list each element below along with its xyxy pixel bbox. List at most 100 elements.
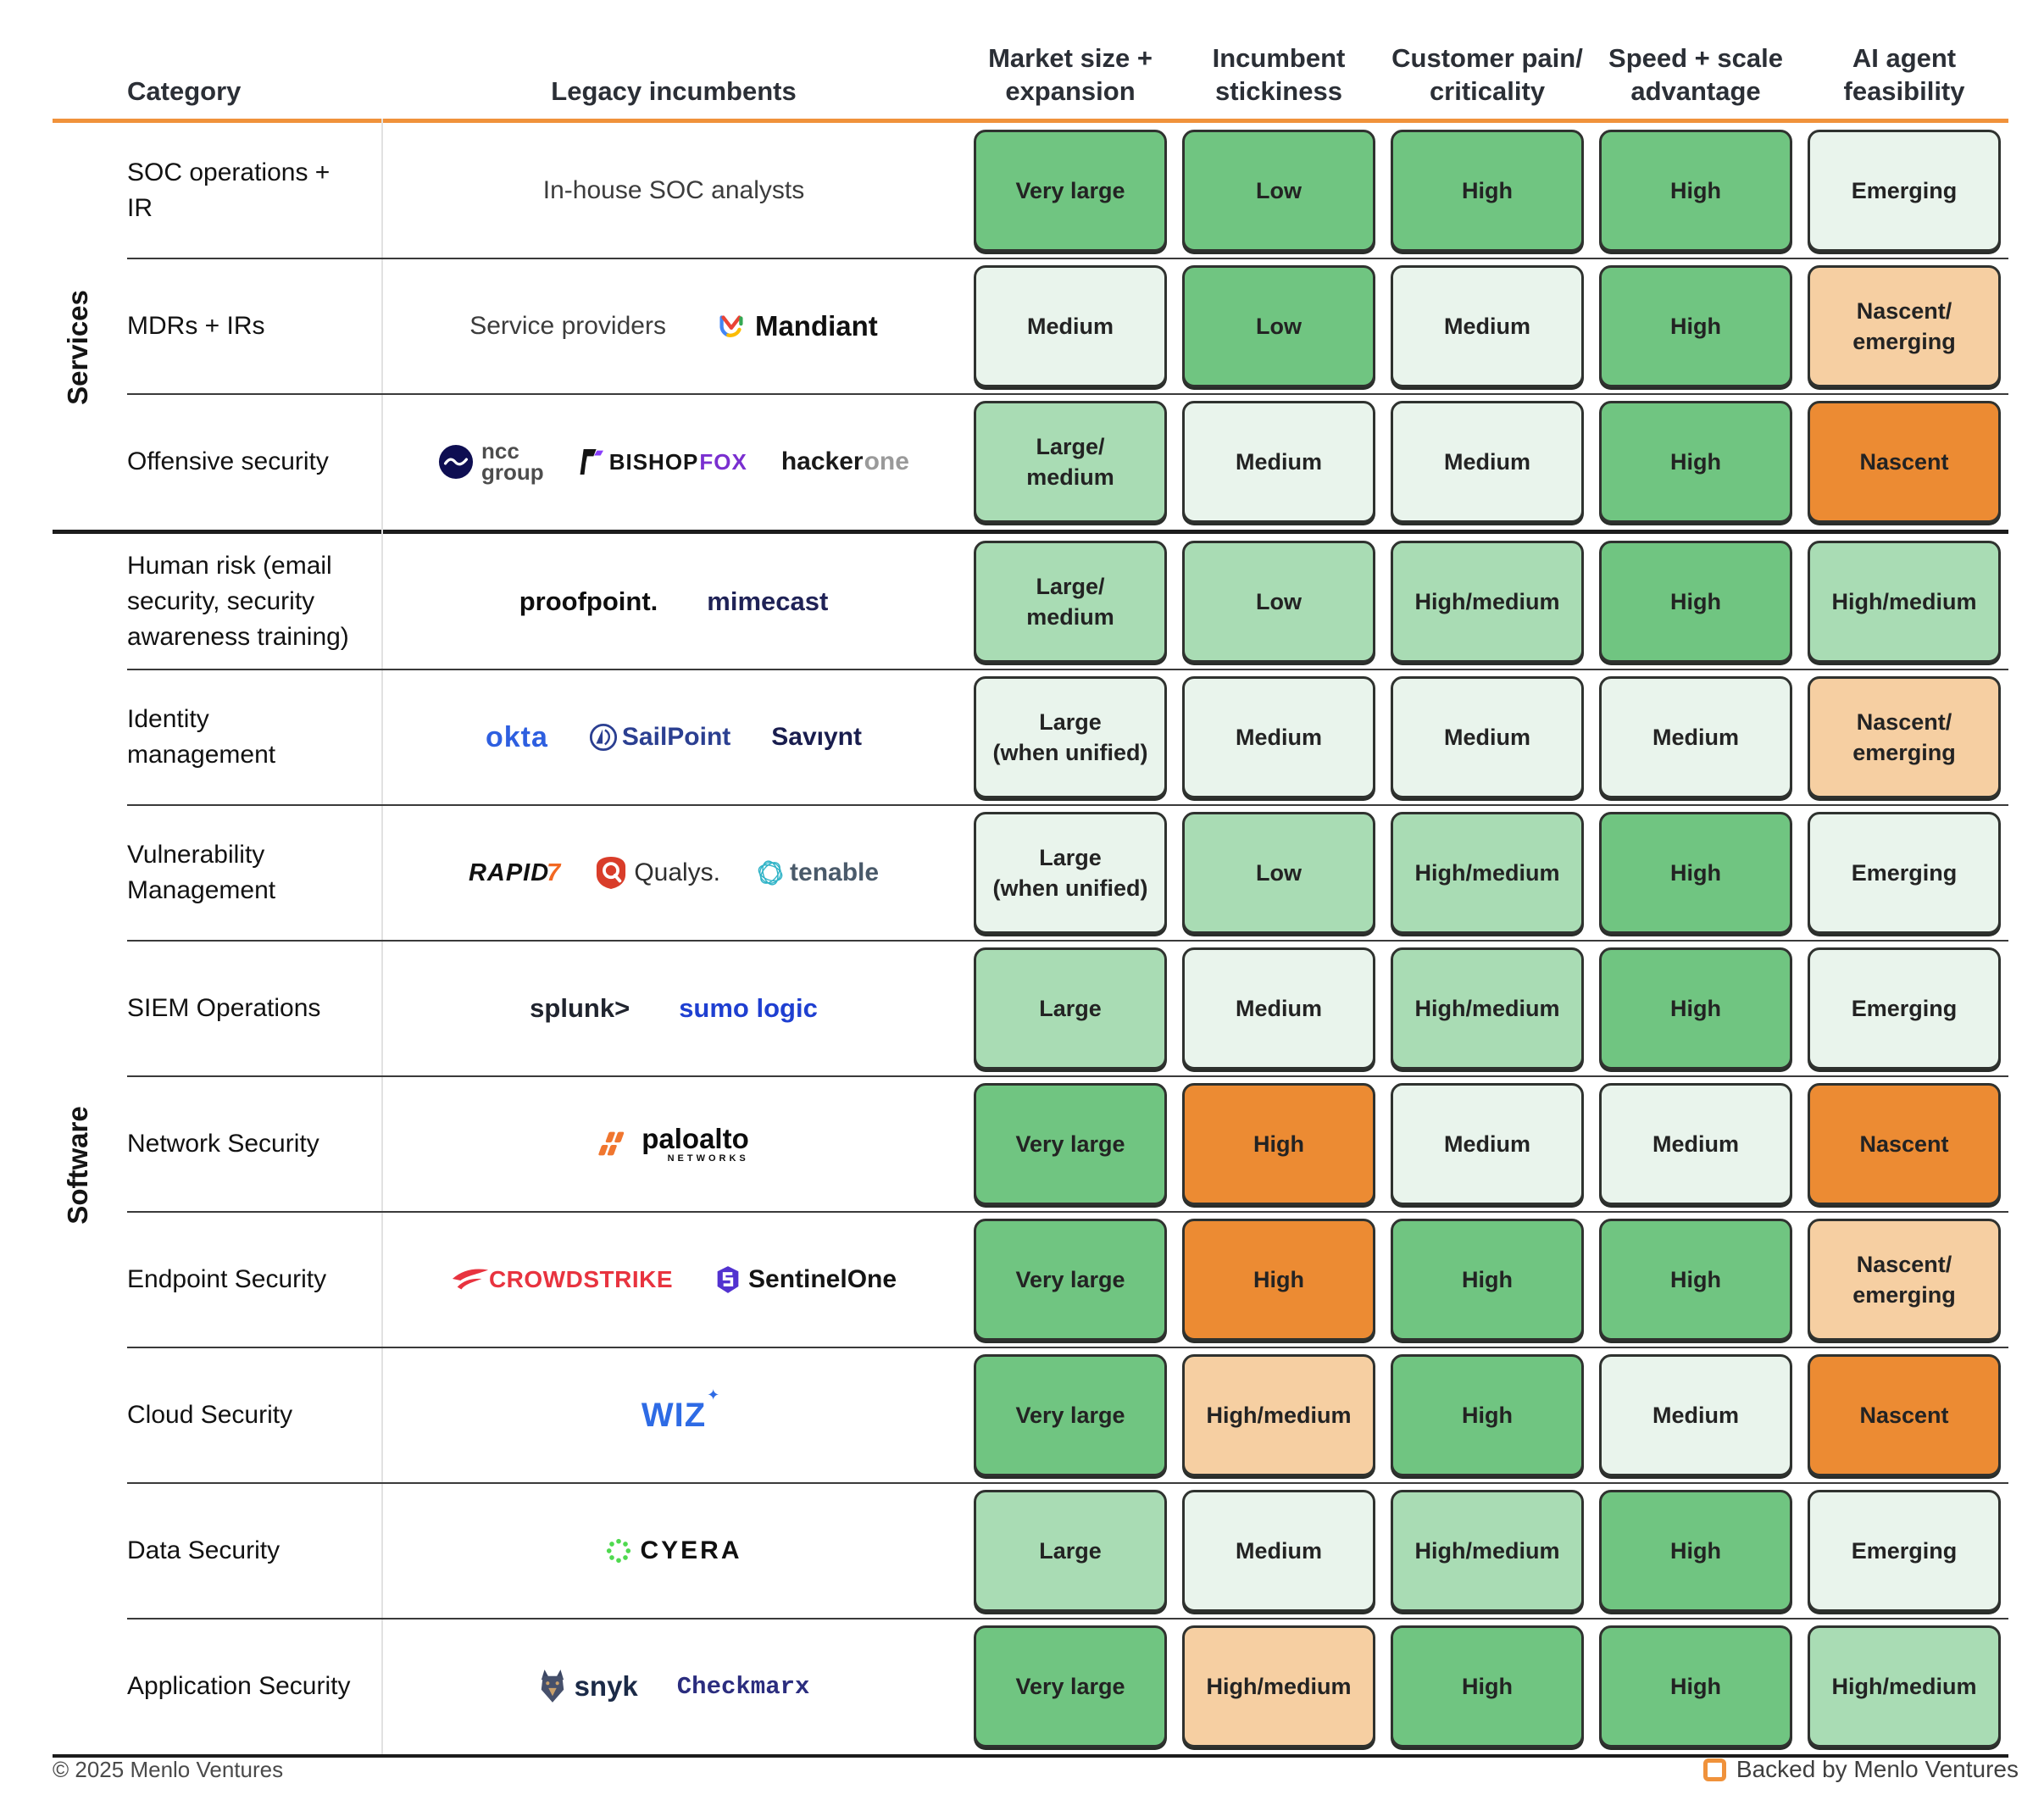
- rating-badge: Emerging: [1808, 947, 2001, 1069]
- category-label: MDRs + IRs: [127, 312, 265, 340]
- wiz-sparkle-icon: ✦: [707, 1386, 720, 1403]
- rating-badge: Medium: [1391, 401, 1584, 523]
- category-label: SOC operations + IR: [127, 158, 330, 222]
- table-row: Offensive security ncc group BISHOP FOX: [53, 393, 2008, 530]
- rating-badge: High/medium: [1182, 1354, 1375, 1476]
- sentinelone-wordmark: SentinelOne: [748, 1265, 897, 1293]
- rating-badge: High: [1599, 401, 1792, 523]
- rating-badge: High/medium: [1391, 947, 1584, 1069]
- landscape-table: Category Legacy incumbents Market size +…: [53, 24, 2008, 1758]
- incumbents-cell: okta SailPoint Savıynt: [381, 721, 966, 754]
- incumbents-cell: paloalto NETWORKS: [381, 1125, 966, 1164]
- table-row: SOC operations + IR In-house SOC analyst…: [53, 123, 2008, 258]
- rating-badge: Very large: [974, 1219, 1167, 1341]
- rating-badge: High: [1391, 1219, 1584, 1341]
- rating-badge: High: [1599, 812, 1792, 934]
- category-label: Identity management: [127, 705, 276, 769]
- rating-badge: High: [1182, 1219, 1375, 1341]
- cyera-wordmark: CYERA: [640, 1536, 742, 1564]
- rating-badge: Medium: [1182, 676, 1375, 798]
- backed-by-text: Backed by Menlo Ventures: [1736, 1756, 2019, 1782]
- rating-badge: High: [1599, 1490, 1792, 1612]
- rating-badge: High/medium: [1391, 812, 1584, 934]
- okta-logo: okta: [486, 720, 548, 753]
- rating-badge: Medium: [1182, 947, 1375, 1069]
- qualys-logo: Qualys.: [596, 856, 720, 890]
- rapid7-logo: RAPID 7: [468, 858, 561, 886]
- snyk-wordmark: snyk: [574, 1670, 638, 1702]
- footer: © 2025 Menlo Ventures Backed by Menlo Ve…: [53, 1756, 2019, 1783]
- header-customer-pain: Customer pain/ criticality: [1391, 42, 1583, 107]
- category-label: Network Security: [127, 1130, 319, 1158]
- rating-badge: High: [1391, 130, 1584, 252]
- table-row: Data Security CYERA Large Medium High/me…: [53, 1482, 2008, 1619]
- backed-by-badge: Backed by Menlo Ventures: [1702, 1756, 2019, 1783]
- incumbents-cell: CYERA: [381, 1536, 966, 1565]
- incumbents-cell: In-house SOC analysts: [381, 176, 966, 205]
- saviynt-logo: Savıynt: [771, 723, 862, 751]
- table-row: Human risk (email security, security awa…: [53, 534, 2008, 669]
- table-row: MDRs + IRs Service providers Mandiant Me…: [53, 258, 2008, 394]
- incumbents-cell: CROWDSTRIKE SentinelOne: [381, 1264, 966, 1295]
- incumbents-cell: RAPID 7 Qualys.: [381, 856, 966, 890]
- table-row: SIEM Operations splunk> sumo logic Large…: [53, 940, 2008, 1076]
- category-label: Cloud Security: [127, 1401, 293, 1429]
- category-label: Application Security: [127, 1672, 351, 1700]
- category-label: Vulnerability Management: [127, 841, 276, 904]
- rating-badge: High/medium: [1391, 541, 1584, 663]
- rating-badge: Nascent: [1808, 1083, 2001, 1205]
- bishop-fox-logo: BISHOP FOX: [578, 447, 747, 477]
- rating-badge: High: [1599, 947, 1792, 1069]
- rating-badge: Nascent: [1808, 401, 2001, 523]
- rapid7-wordmark: RAPID: [468, 858, 550, 886]
- category-label: SIEM Operations: [127, 994, 321, 1022]
- rating-badge: Emerging: [1808, 812, 2001, 934]
- menlo-square-icon: [1702, 1758, 1726, 1781]
- sentinelone-icon: [717, 1266, 739, 1293]
- rating-badge: Large (when unified): [974, 676, 1167, 798]
- rating-badge: Large: [974, 947, 1167, 1069]
- table-row: Vulnerability Management RAPID 7 Qualys.: [53, 804, 2008, 941]
- sailpoint-icon: [589, 723, 617, 752]
- rating-badge: Large/ medium: [974, 541, 1167, 663]
- tenable-wordmark: tenable: [790, 858, 880, 886]
- rating-badge: High: [1599, 130, 1792, 252]
- rating-badge: Medium: [1599, 1083, 1792, 1205]
- copyright-text: © 2025 Menlo Ventures: [53, 1756, 284, 1782]
- tenable-logo: tenable: [756, 858, 879, 887]
- rating-badge: High: [1599, 265, 1792, 387]
- splunk-logo: splunk>: [530, 993, 630, 1023]
- category-label: Offensive security: [127, 447, 329, 475]
- cyera-logo: CYERA: [605, 1536, 742, 1565]
- incumbents-cell: ncc group BISHOP FOX hacker one: [381, 438, 966, 485]
- rating-badge: High: [1599, 1625, 1792, 1747]
- qualys-wordmark: Qualys.: [634, 858, 721, 886]
- sailpoint-wordmark: SailPoint: [621, 723, 731, 751]
- category-label: Endpoint Security: [127, 1265, 327, 1293]
- incumbent-text: Service providers: [469, 312, 666, 340]
- ncc-group-wordmark: ncc group: [481, 438, 544, 485]
- table-header: Category Legacy incumbents Market size +…: [53, 24, 2008, 123]
- incumbent-text: In-house SOC analysts: [542, 176, 805, 204]
- incumbents-cell: Service providers Mandiant: [381, 310, 966, 342]
- rating-badge: High: [1391, 1625, 1584, 1747]
- mandiant-logo: Mandiant: [715, 310, 878, 342]
- wiz-logo: WIZ ✦: [642, 1386, 719, 1435]
- services-software-divider: [53, 530, 2008, 534]
- rating-badge: High/medium: [1391, 1490, 1584, 1612]
- bishop-fox-icon: [580, 449, 603, 475]
- mimecast-logo: mimecast: [707, 586, 829, 616]
- category-divider-line: [381, 119, 383, 1754]
- snyk-dog-icon: [541, 1669, 564, 1703]
- tenable-icon: [758, 860, 783, 886]
- sentinelone-logo: SentinelOne: [715, 1264, 897, 1295]
- hackerone-logo: hacker one: [780, 447, 909, 475]
- rating-badge: Medium: [1599, 676, 1792, 798]
- incumbents-cell: splunk> sumo logic: [381, 993, 966, 1024]
- palo-alto-wordmark: paloalto NETWORKS: [642, 1123, 749, 1164]
- incumbents-cell: snyk Checkmarx: [381, 1669, 966, 1703]
- header-speed-scale: Speed + scale advantage: [1608, 42, 1783, 107]
- ncc-group-icon: [439, 444, 474, 480]
- incumbents-cell: WIZ ✦: [381, 1386, 966, 1435]
- header-ai-agent-feasibility: AI agent feasibility: [1843, 42, 1965, 107]
